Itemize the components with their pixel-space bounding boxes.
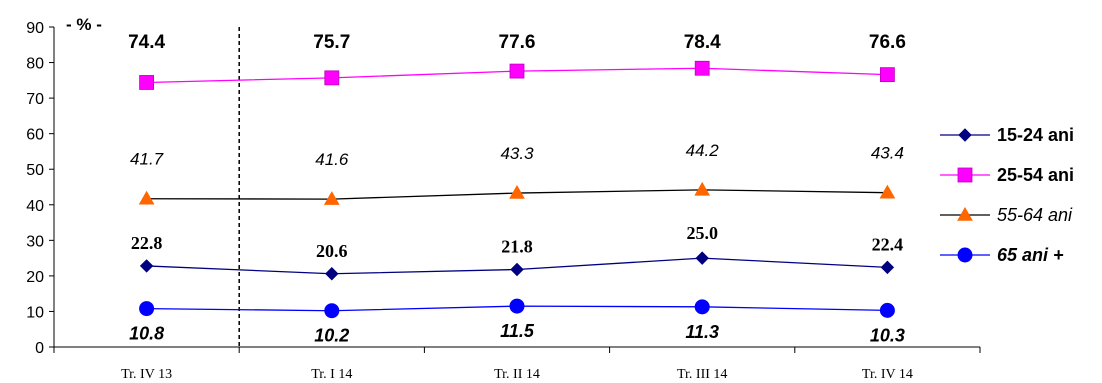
legend: 15-24 ani 25-54 ani 55-64 ani 65 ani + bbox=[940, 125, 1074, 265]
legend-label: 15-24 ani bbox=[997, 125, 1074, 145]
data-label: 41.7 bbox=[130, 150, 164, 169]
data-label: 10.8 bbox=[129, 324, 164, 344]
data-label: 20.6 bbox=[316, 241, 348, 261]
legend-item: 55-64 ani bbox=[940, 205, 1073, 225]
series-55-64-ani bbox=[140, 183, 895, 204]
x-tick-label: Tr. IV 13 bbox=[121, 367, 172, 382]
data-point-diamond bbox=[696, 252, 708, 264]
data-label: 76.6 bbox=[869, 32, 906, 53]
legend-marker-square bbox=[958, 168, 972, 182]
data-label: 21.8 bbox=[501, 236, 533, 256]
data-point-triangle bbox=[325, 192, 339, 204]
data-point-circle bbox=[510, 299, 524, 313]
data-point-diamond bbox=[881, 261, 893, 273]
x-tick-label: Tr. III 14 bbox=[677, 367, 727, 382]
data-label: 22.4 bbox=[872, 234, 904, 254]
data-point-circle bbox=[880, 303, 894, 317]
data-label: 22.8 bbox=[131, 233, 163, 253]
data-label: 10.2 bbox=[314, 326, 349, 346]
data-point-triangle bbox=[880, 186, 894, 198]
legend-marker-diamond bbox=[959, 129, 971, 141]
x-tick-label: Tr. II 14 bbox=[494, 367, 540, 382]
y-tick-label: 10 bbox=[26, 304, 44, 321]
legend-item: 25-54 ani bbox=[940, 165, 1074, 185]
data-point-circle bbox=[325, 304, 339, 318]
data-point-diamond bbox=[511, 263, 523, 275]
y-tick-label: 50 bbox=[26, 162, 44, 179]
data-label: 44.2 bbox=[686, 141, 720, 160]
legend-marker-circle bbox=[958, 248, 972, 262]
series-65-ani bbox=[140, 299, 895, 318]
y-tick-label: 0 bbox=[35, 340, 44, 357]
y-tick-label: 80 bbox=[26, 56, 44, 73]
data-point-circle bbox=[140, 302, 154, 316]
legend-marker-triangle bbox=[958, 208, 972, 220]
y-tick-label: 20 bbox=[26, 269, 44, 286]
data-label: 74.4 bbox=[128, 32, 165, 53]
data-point-triangle bbox=[140, 192, 154, 204]
data-point-square bbox=[325, 71, 339, 85]
x-tick-label: Tr. IV 14 bbox=[862, 367, 913, 382]
data-point-square bbox=[695, 61, 709, 75]
data-label: 75.7 bbox=[313, 32, 350, 53]
y-tick-label: 40 bbox=[26, 198, 44, 215]
legend-item: 15-24 ani bbox=[940, 125, 1074, 145]
data-label: 10.3 bbox=[870, 325, 905, 345]
data-point-triangle bbox=[695, 183, 709, 195]
data-label: 25.0 bbox=[686, 223, 718, 243]
data-label: 77.6 bbox=[499, 32, 536, 53]
legend-label: 25-54 ani bbox=[997, 165, 1074, 185]
series-layer bbox=[140, 61, 895, 317]
y-tick-label: 90 bbox=[26, 20, 44, 37]
data-label: 43.3 bbox=[500, 144, 534, 163]
data-point-square bbox=[510, 64, 524, 78]
y-tick-label: 60 bbox=[26, 127, 44, 144]
legend-label: 65 ani + bbox=[997, 245, 1064, 265]
data-point-diamond bbox=[141, 260, 153, 272]
y-tick-label: 30 bbox=[26, 233, 44, 250]
data-point-square bbox=[880, 68, 894, 82]
series-25-54-ani bbox=[140, 61, 895, 89]
data-label: 41.6 bbox=[315, 150, 349, 169]
x-tick-label: Tr. I 14 bbox=[311, 367, 352, 382]
legend-item: 65 ani + bbox=[940, 245, 1064, 265]
data-label: 43.4 bbox=[871, 144, 904, 163]
data-point-circle bbox=[695, 300, 709, 314]
data-label: 78.4 bbox=[684, 32, 721, 53]
data-label: 11.5 bbox=[500, 321, 535, 341]
data-label: 11.3 bbox=[685, 322, 719, 342]
data-point-triangle bbox=[510, 186, 524, 198]
data-point-square bbox=[140, 75, 154, 89]
y-tick-label: 70 bbox=[26, 91, 44, 108]
unit-label: - % - bbox=[66, 15, 102, 34]
data-point-diamond bbox=[326, 268, 338, 280]
legend-label: 55-64 ani bbox=[997, 205, 1073, 225]
